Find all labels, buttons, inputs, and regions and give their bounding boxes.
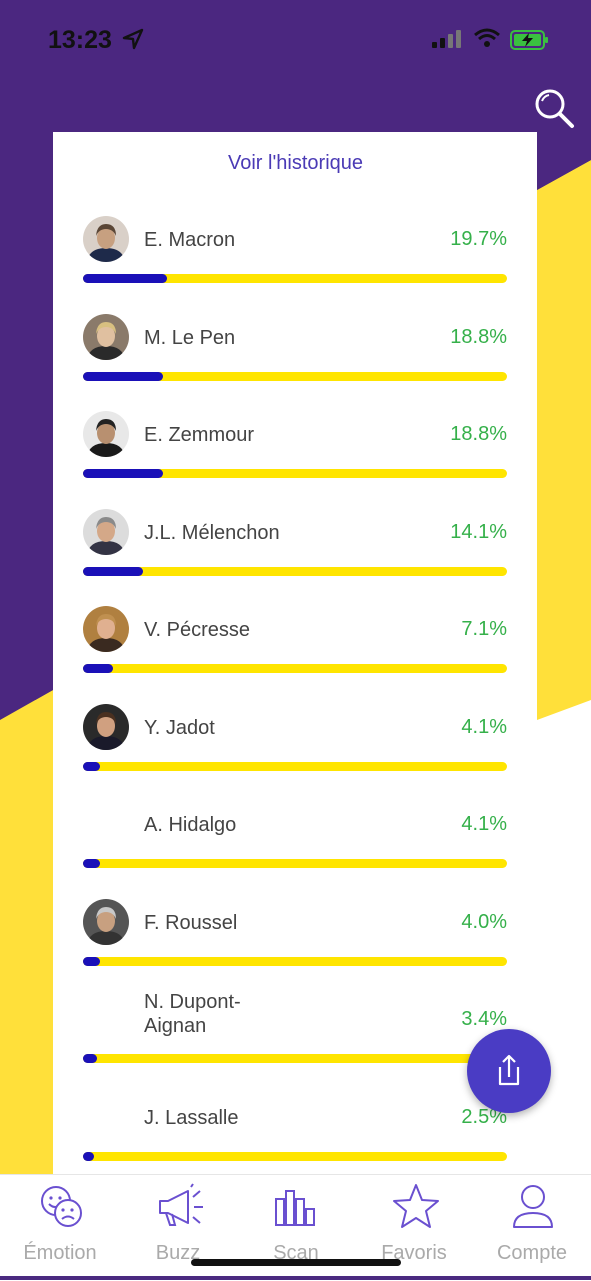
- candidate-row[interactable]: F. Roussel 4.0%: [83, 895, 507, 975]
- user-icon: [513, 1185, 553, 1228]
- candidate-progress-bar: [83, 762, 507, 771]
- candidate-row[interactable]: M. Le Pen 18.8%: [83, 310, 507, 390]
- candidate-row[interactable]: E. Macron 19.7%: [83, 212, 507, 292]
- tab-label: Scan: [273, 1242, 319, 1264]
- candidate-progress-bar: [83, 957, 507, 966]
- candidate-avatar: [83, 899, 129, 945]
- tab-label: Émotion: [23, 1242, 97, 1264]
- candidate-percent: 14.1%: [450, 521, 507, 543]
- share-button[interactable]: [467, 1029, 551, 1113]
- candidate-percent: 4.1%: [461, 813, 507, 835]
- tab-label: Compte: [496, 1242, 568, 1264]
- emotion-icon: [41, 1186, 82, 1227]
- candidate-progress-bar: [83, 567, 507, 576]
- candidate-row[interactable]: A. Hidalgo 4.1%: [83, 797, 507, 877]
- candidate-percent: 4.0%: [461, 911, 507, 933]
- candidate-avatar: [83, 314, 129, 360]
- tab-buzz[interactable]: Buzz: [119, 1175, 237, 1281]
- tab-favoris[interactable]: Favoris: [355, 1175, 473, 1281]
- candidate-avatar: [83, 704, 129, 750]
- candidate-avatar: [83, 606, 129, 652]
- candidate-name: F. Roussel: [144, 912, 238, 934]
- home-indicator: [191, 1259, 401, 1266]
- candidate-name: J.L. Mélenchon: [144, 522, 280, 544]
- tab-scan[interactable]: Scan: [237, 1175, 355, 1281]
- candidate-name: E. Macron: [144, 229, 236, 251]
- candidate-name: V. Pécresse: [144, 619, 250, 641]
- tab-bar: Émotion Buzz Scan Favoris Com: [0, 1174, 591, 1281]
- candidate-progress-fill: [83, 469, 163, 478]
- candidate-avatar: [83, 411, 129, 457]
- candidate-name: Y. Jadot: [144, 717, 215, 739]
- history-link[interactable]: Voir l'historique: [228, 152, 363, 174]
- tab-label: Favoris: [381, 1242, 447, 1264]
- search-button[interactable]: [532, 86, 576, 130]
- candidate-progress-fill: [83, 762, 100, 771]
- candidate-row[interactable]: N. Dupont-Aignan 3.4%: [83, 991, 507, 1072]
- search-icon: [535, 89, 574, 128]
- candidate-name: M. Le Pen: [144, 327, 236, 349]
- candidate-name: E. Zemmour: [144, 424, 255, 446]
- candidate-progress-bar: [83, 664, 507, 673]
- candidate-percent: 3.4%: [461, 1008, 507, 1030]
- candidate-row[interactable]: J.L. Mélenchon 14.1%: [83, 505, 507, 585]
- candidate-percent: 4.1%: [461, 716, 507, 738]
- bar-chart-icon: [275, 1190, 315, 1226]
- location-arrow-icon: [122, 28, 144, 50]
- candidate-percent: 19.7%: [450, 228, 507, 250]
- candidate-row[interactable]: J. Lassalle 2.5%: [83, 1090, 507, 1170]
- battery-charging-icon: [510, 30, 548, 50]
- candidate-progress-bar: [83, 469, 507, 478]
- candidate-progress-fill: [83, 1054, 97, 1063]
- candidate-percent: 7.1%: [461, 618, 507, 640]
- candidate-progress-bar: [83, 274, 507, 283]
- candidate-progress-fill: [83, 1152, 94, 1161]
- candidate-progress-fill: [83, 664, 113, 673]
- candidate-row[interactable]: E. Zemmour 18.8%: [83, 407, 507, 487]
- candidate-percent: 18.8%: [450, 423, 507, 445]
- wifi-icon: [474, 28, 500, 47]
- candidate-name: A. Hidalgo: [144, 814, 237, 836]
- candidate-progress-bar: [83, 1054, 507, 1063]
- candidate-avatar: [83, 216, 129, 262]
- candidate-avatar: [83, 509, 129, 555]
- status-time: 13:23: [48, 26, 112, 54]
- candidate-progress-fill: [83, 567, 143, 576]
- candidate-progress-fill: [83, 859, 100, 868]
- star-icon: [393, 1184, 439, 1228]
- results-card: [53, 132, 537, 1177]
- candidate-row[interactable]: V. Pécresse 7.1%: [83, 602, 507, 682]
- candidate-name: J. Lassalle: [144, 1107, 239, 1129]
- status-bar: 13:23: [0, 0, 591, 80]
- candidate-progress-fill: [83, 372, 163, 381]
- candidate-name: N. Dupont-Aignan: [144, 991, 241, 1037]
- tab-emotion[interactable]: Émotion: [1, 1175, 119, 1281]
- candidate-progress-fill: [83, 957, 100, 966]
- candidate-progress-bar: [83, 372, 507, 381]
- candidate-percent: 18.8%: [450, 326, 507, 348]
- candidate-progress-bar: [83, 1152, 507, 1161]
- candidate-percent: 2.5%: [461, 1106, 507, 1128]
- megaphone-icon: [159, 1183, 203, 1226]
- share-icon: [498, 1054, 520, 1086]
- tab-label: Buzz: [155, 1242, 201, 1264]
- bottom-edge: [0, 1276, 591, 1280]
- candidate-progress-bar: [83, 859, 507, 868]
- candidate-progress-fill: [83, 274, 167, 283]
- cellular-signal-icon: [432, 30, 461, 48]
- candidate-row[interactable]: Y. Jadot 4.1%: [83, 700, 507, 780]
- tab-compte[interactable]: Compte: [473, 1175, 591, 1281]
